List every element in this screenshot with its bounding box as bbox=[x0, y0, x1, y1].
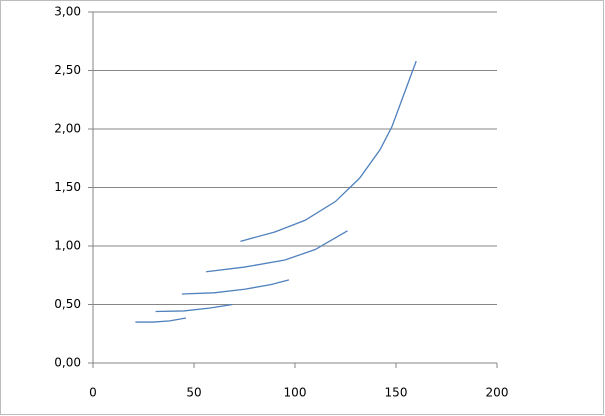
y-tick-label: 0,00 bbox=[54, 356, 81, 370]
y-tick-label: 2,50 bbox=[54, 63, 81, 77]
y-tick-label: 3,00 bbox=[54, 5, 81, 19]
x-tick-label: 100 bbox=[284, 386, 307, 400]
y-tick-label: 1,00 bbox=[54, 239, 81, 253]
series-line bbox=[155, 303, 233, 313]
series-line bbox=[135, 317, 187, 323]
y-tick-label: 0,50 bbox=[54, 297, 81, 311]
x-tick-label: 150 bbox=[385, 386, 408, 400]
series-line bbox=[181, 279, 290, 295]
y-tick-label: 2,00 bbox=[54, 122, 81, 136]
series-line bbox=[206, 230, 348, 273]
y-tick-label: 1,50 bbox=[54, 180, 81, 194]
x-tick-label: 50 bbox=[186, 386, 201, 400]
series-line bbox=[240, 60, 417, 242]
x-tick-label: 200 bbox=[486, 386, 509, 400]
x-tick-label: 0 bbox=[89, 386, 97, 400]
